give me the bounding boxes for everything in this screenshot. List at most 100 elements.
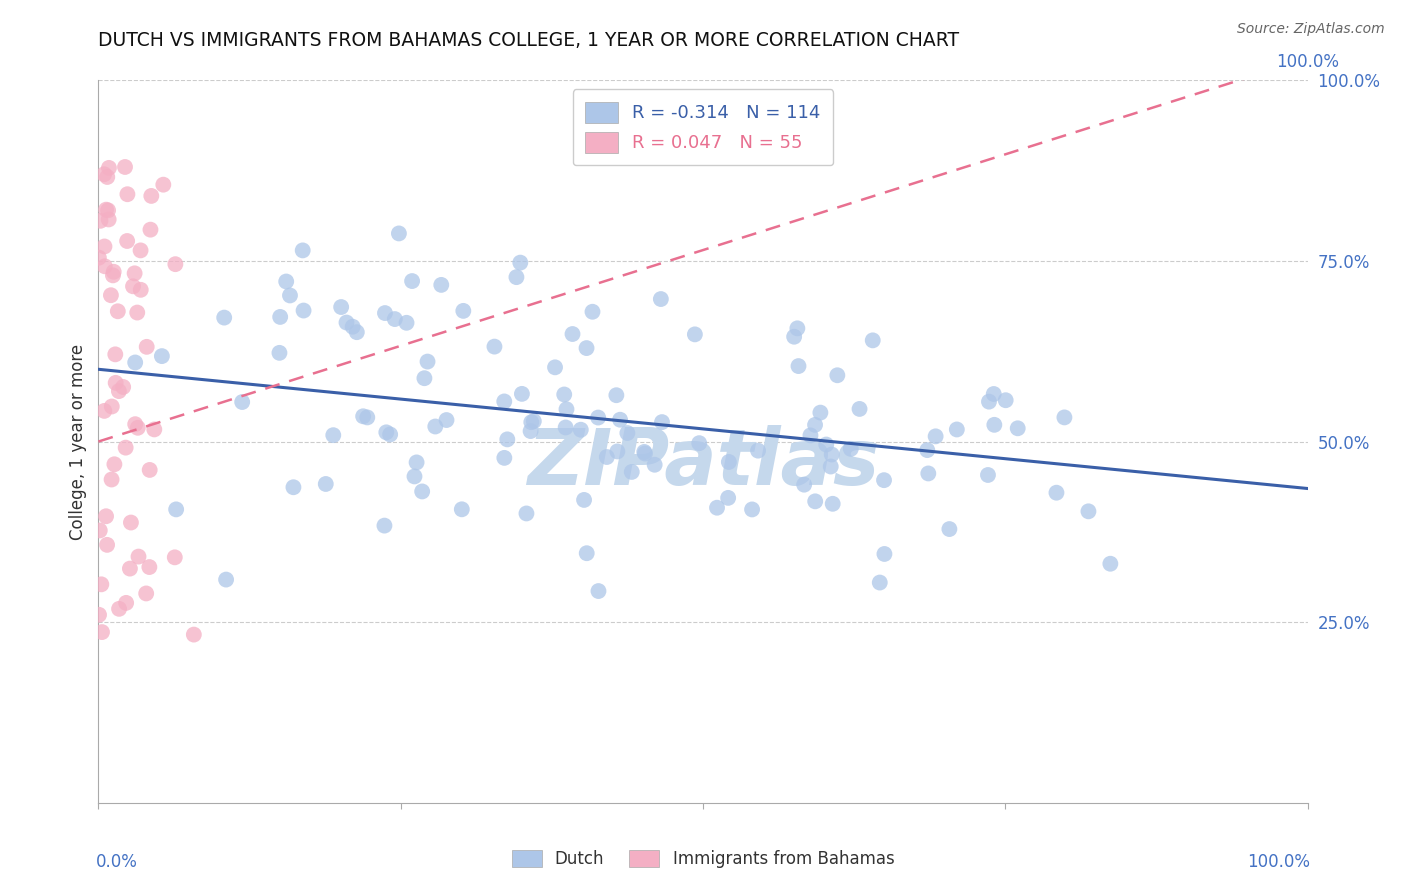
- Legend: Dutch, Immigrants from Bahamas: Dutch, Immigrants from Bahamas: [505, 843, 901, 875]
- Point: [683, 327, 706, 342]
- Point: [572, 492, 595, 507]
- Point: [135, 586, 157, 600]
- Point: [283, 480, 305, 494]
- Point: [783, 329, 806, 343]
- Point: [821, 448, 844, 462]
- Point: [609, 413, 631, 427]
- Point: [651, 415, 673, 429]
- Point: [91, 625, 114, 640]
- Point: [404, 469, 426, 483]
- Point: [575, 546, 598, 560]
- Point: [494, 450, 516, 465]
- Point: [104, 347, 127, 361]
- Point: [96, 538, 118, 552]
- Point: [114, 441, 136, 455]
- Point: [717, 491, 740, 505]
- Point: [413, 371, 436, 385]
- Point: [553, 387, 575, 401]
- Point: [152, 178, 174, 192]
- Point: [150, 349, 173, 363]
- Point: [977, 467, 1000, 482]
- Point: [411, 484, 433, 499]
- Point: [122, 279, 145, 293]
- Point: [138, 560, 160, 574]
- Y-axis label: College, 1 year or more: College, 1 year or more: [69, 343, 87, 540]
- Point: [450, 502, 472, 516]
- Text: 100.0%: 100.0%: [1247, 854, 1310, 871]
- Point: [977, 394, 1000, 409]
- Point: [747, 443, 769, 458]
- Point: [276, 275, 298, 289]
- Point: [401, 274, 423, 288]
- Point: [786, 321, 808, 335]
- Point: [378, 427, 401, 442]
- Point: [1099, 557, 1122, 571]
- Point: [124, 266, 146, 280]
- Point: [114, 160, 136, 174]
- Point: [688, 436, 710, 450]
- Point: [342, 319, 364, 334]
- Point: [569, 423, 592, 437]
- Point: [494, 394, 516, 409]
- Point: [983, 417, 1005, 432]
- Point: [183, 627, 205, 641]
- Point: [430, 277, 453, 292]
- Point: [644, 458, 666, 472]
- Point: [633, 445, 655, 459]
- Point: [839, 442, 862, 456]
- Point: [212, 310, 235, 325]
- Text: DUTCH VS IMMIGRANTS FROM BAHAMAS COLLEGE, 1 YEAR OR MORE CORRELATION CHART: DUTCH VS IMMIGRANTS FROM BAHAMAS COLLEGE…: [98, 31, 959, 50]
- Point: [799, 428, 821, 442]
- Point: [89, 524, 111, 538]
- Point: [87, 607, 110, 622]
- Point: [89, 214, 111, 228]
- Point: [561, 326, 583, 341]
- Point: [787, 359, 810, 373]
- Point: [124, 355, 146, 369]
- Point: [374, 306, 396, 320]
- Point: [231, 395, 253, 409]
- Point: [416, 354, 439, 368]
- Point: [269, 310, 291, 324]
- Point: [581, 305, 603, 319]
- Point: [108, 384, 131, 398]
- Point: [129, 283, 152, 297]
- Point: [127, 305, 149, 319]
- Point: [917, 443, 939, 458]
- Point: [117, 187, 139, 202]
- Point: [453, 304, 475, 318]
- Point: [94, 202, 117, 217]
- Point: [138, 463, 160, 477]
- Point: [706, 500, 728, 515]
- Point: [115, 596, 138, 610]
- Text: ZIPatlas: ZIPatlas: [527, 425, 879, 501]
- Point: [650, 292, 672, 306]
- Point: [425, 419, 447, 434]
- Point: [496, 433, 519, 447]
- Point: [143, 422, 166, 436]
- Point: [924, 429, 946, 443]
- Point: [544, 360, 567, 375]
- Point: [520, 415, 543, 429]
- Point: [862, 334, 884, 348]
- Point: [335, 316, 357, 330]
- Point: [793, 477, 815, 491]
- Point: [87, 251, 110, 265]
- Point: [519, 424, 541, 438]
- Point: [620, 465, 643, 479]
- Point: [165, 502, 187, 516]
- Point: [101, 400, 124, 414]
- Point: [1053, 410, 1076, 425]
- Point: [605, 388, 627, 402]
- Point: [291, 244, 314, 258]
- Point: [139, 222, 162, 236]
- Point: [405, 455, 427, 469]
- Point: [103, 457, 125, 471]
- Point: [596, 450, 619, 464]
- Point: [94, 509, 117, 524]
- Point: [101, 268, 124, 283]
- Point: [97, 212, 120, 227]
- Point: [509, 255, 531, 269]
- Point: [510, 387, 533, 401]
- Point: [292, 303, 315, 318]
